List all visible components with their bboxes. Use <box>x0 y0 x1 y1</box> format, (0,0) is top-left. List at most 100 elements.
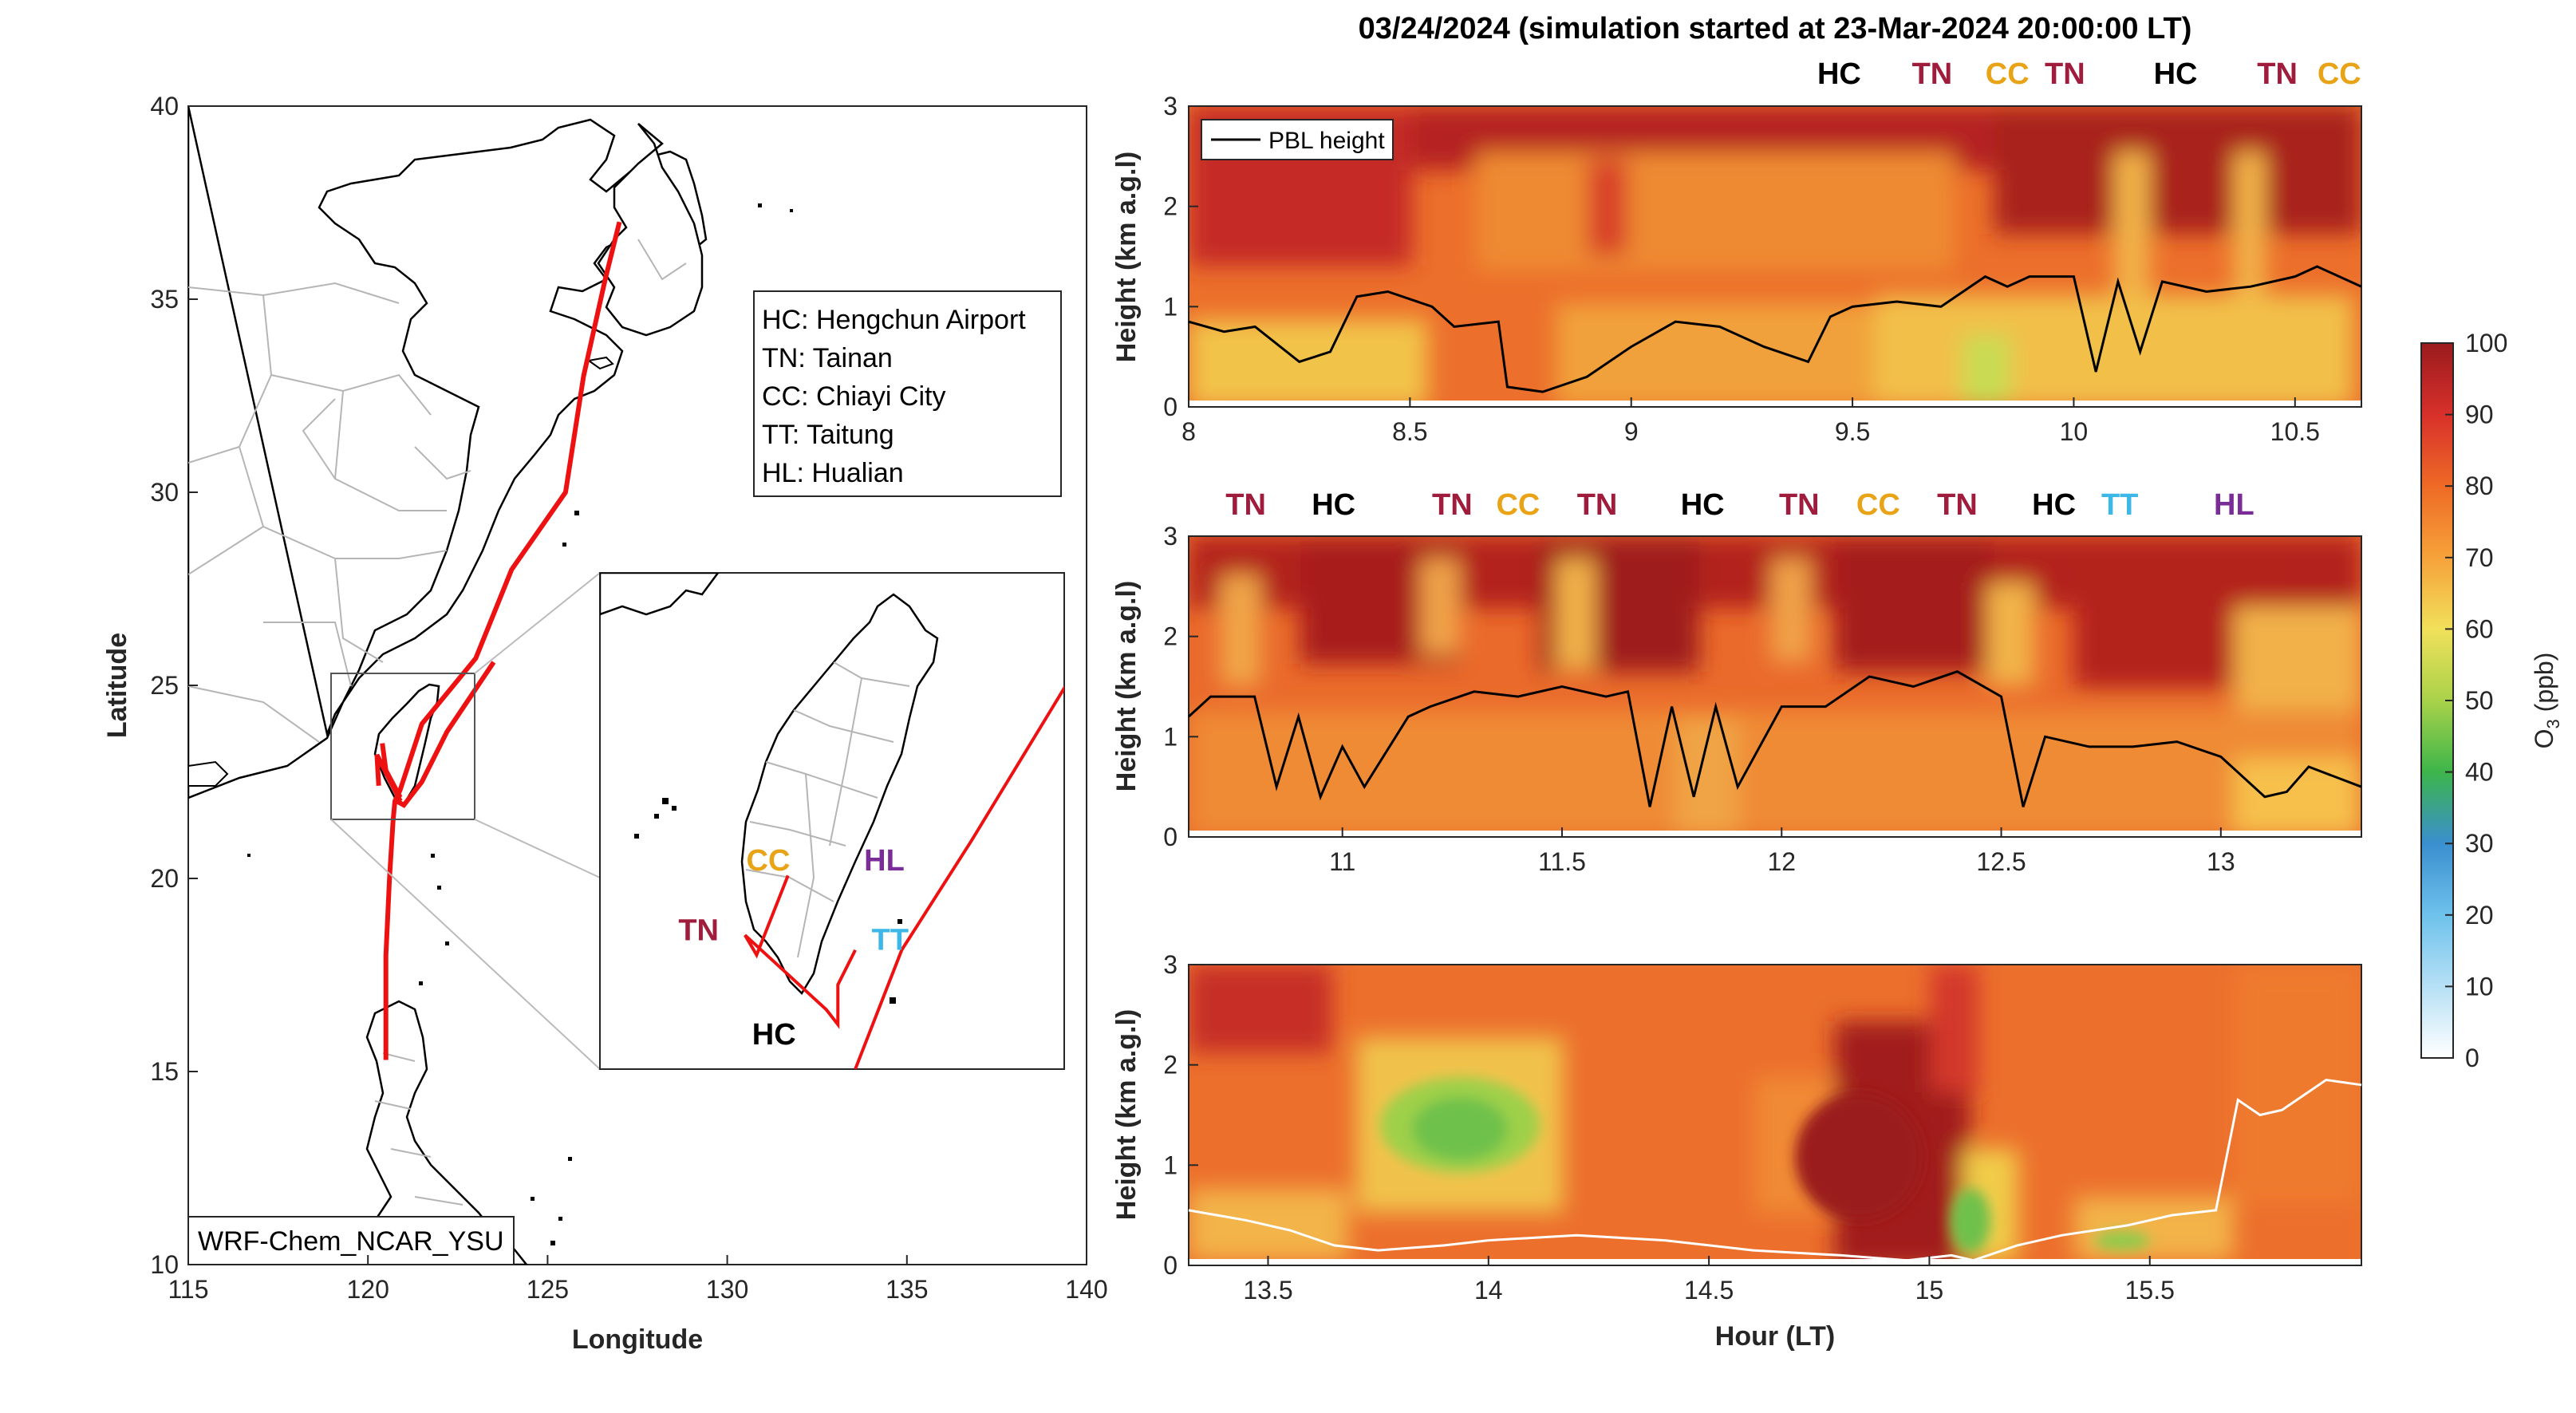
site-label-tn: TN <box>2045 57 2085 91</box>
korea-coast <box>597 123 704 337</box>
xtick-label: 11 <box>1329 847 1355 876</box>
ytick-label: 1 <box>1163 1151 1178 1179</box>
ytick-label: 0 <box>1163 1251 1178 1280</box>
inset-label-cc: CC <box>747 844 791 878</box>
figure-title: 03/24/2024 (simulation started at 23-Mar… <box>1359 12 2192 45</box>
site-label-tt: TT <box>2101 488 2138 522</box>
site-label-hc: HC <box>1681 488 1725 522</box>
colorbar-tick-label: 40 <box>2465 758 2494 787</box>
colorbar-tick-label: 100 <box>2465 329 2507 357</box>
inset-connector-bottom <box>330 819 601 1070</box>
ytick-label: 0 <box>1163 823 1178 851</box>
site-label-tn: TN <box>1937 488 1978 522</box>
ytick-label: 3 <box>1163 92 1178 120</box>
map-ytick-label: 35 <box>150 285 179 314</box>
site-label-tn: TN <box>1577 488 1618 522</box>
map-xlabel: Longitude <box>572 1324 703 1355</box>
map-ytick-label: 15 <box>150 1057 179 1086</box>
legend-hc: HC: Hengchun Airport <box>762 305 1026 335</box>
legend-hl: HL: Hualian <box>762 458 904 488</box>
xtick-label: 10.5 <box>2270 417 2320 446</box>
taiwan-inset: CC HL TN TT HC <box>599 572 1065 1070</box>
colorbar-tick-label: 80 <box>2465 472 2494 500</box>
ylabel-panel-2: Height (km a.g.l) <box>1111 581 1142 791</box>
colorbar-ticks: 0 10 20 30 40 50 60 70 80 90 100 <box>2445 329 2507 1072</box>
inset-connector-bottom2 <box>474 819 601 878</box>
xtick-label: 13.5 <box>1243 1276 1292 1304</box>
profile-panel-3: 13.5 14 14.5 15 15.5 0 1 2 3 Height (km a.g.l) H… <box>1111 950 2362 1352</box>
colorbar: 0 10 20 30 40 50 60 70 80 90 100 O3 (ppb) <box>2420 329 2563 1072</box>
legend-tn: TN: Tainan <box>762 343 893 373</box>
xtick-label: 12 <box>1767 847 1796 876</box>
inset-label-hc: HC <box>752 1018 796 1052</box>
ytick-label: 2 <box>1163 192 1178 221</box>
pbl-line-3 <box>1188 1078 2362 1262</box>
inset-label-tn: TN <box>678 914 719 947</box>
map-ytick-label: 40 <box>150 92 179 120</box>
pbl-legend: PBL height <box>1201 119 1394 160</box>
ytick-label: 3 <box>1163 522 1178 551</box>
site-label-tn: TN <box>1432 488 1473 522</box>
ylabel-panel-1: Height (km a.g.l) <box>1111 152 1142 362</box>
site-labels-panel-1: HC TN CC TN HC TN CC <box>1817 57 2361 91</box>
province-borders <box>188 239 687 743</box>
ylabel-panel-3: Height (km a.g.l) <box>1111 1009 1142 1220</box>
legend-tt: TT: Taitung <box>762 420 894 450</box>
inset-track-west <box>744 874 857 1029</box>
colorbar-tick-label: 90 <box>2465 401 2494 429</box>
map-xtick-label: 125 <box>527 1275 569 1304</box>
hainan-island <box>188 760 229 787</box>
colorbar-tick-label: 10 <box>2465 972 2494 1001</box>
ytick-label: 2 <box>1163 1051 1178 1079</box>
jeju-island <box>586 356 614 370</box>
site-label-cc: CC <box>1986 57 2030 91</box>
model-label-box <box>187 1216 515 1265</box>
xtick-label: 10 <box>2060 417 2089 446</box>
china-coast <box>188 106 708 799</box>
xtick-label: 8.5 <box>1392 417 1427 446</box>
colorbar-tick-label: 50 <box>2465 686 2494 715</box>
colorbar-tick-label: 0 <box>2465 1044 2479 1072</box>
map-land <box>188 106 793 1265</box>
pbl-line-2 <box>1187 670 2362 807</box>
site-label-tn: TN <box>1912 57 1953 91</box>
colorbar-tick-label: 30 <box>2465 829 2494 858</box>
site-label-hc: HC <box>2154 57 2198 91</box>
ytick-label: 2 <box>1163 622 1178 651</box>
colorbar-tick-label: 20 <box>2465 901 2494 930</box>
site-label-tn: TN <box>2257 57 2298 91</box>
site-label-hl: HL <box>2214 488 2254 522</box>
map-ticks: 115 120 125 130 135 140 10 15 20 25 30 35 40 <box>150 92 1107 1304</box>
inset-label-tt: TT <box>872 924 909 957</box>
map-xtick-label: 120 <box>347 1275 389 1304</box>
model-label: WRF-Chem_NCAR_YSU <box>198 1226 504 1257</box>
colorbar-label: O3 (ppb) <box>2530 653 2563 749</box>
inset-label-hl: HL <box>864 844 905 878</box>
xtick-label: 8 <box>1181 417 1196 446</box>
site-labels-panel-2: TN HC TN CC TN HC TN CC TN HC TT HL <box>1225 488 2254 522</box>
map-ytick-label: 25 <box>150 671 179 700</box>
legend-cc: CC: Chiayi City <box>762 381 945 412</box>
site-label-hc: HC <box>2032 488 2076 522</box>
map-xtick-label: 130 <box>706 1275 748 1304</box>
taiwan-track-segments <box>374 661 496 808</box>
map-xtick-label: 115 <box>168 1275 208 1304</box>
colorbar-tick-label: 60 <box>2465 614 2494 643</box>
map-ytick-label: 30 <box>150 478 179 507</box>
flight-track-taiwan <box>380 743 403 799</box>
map-xtick-label: 140 <box>1065 1275 1107 1304</box>
map-ytick-label: 20 <box>150 864 179 893</box>
map-ytick-label: 10 <box>150 1250 179 1279</box>
site-label-tn: TN <box>1779 488 1820 522</box>
inset-china-coast <box>600 573 720 616</box>
xtick-label: 14 <box>1474 1276 1503 1304</box>
xtick-label: 12.5 <box>1976 847 2026 876</box>
inset-locator-box <box>330 673 475 820</box>
pbl-line-1 <box>1188 265 2362 393</box>
ticks-panel-1: 8 8.5 9 9.5 10 10.5 0 1 2 3 <box>1163 92 2320 446</box>
inset-connector-top <box>474 572 601 674</box>
inset-site-labels: CC HL TN TT HC <box>678 844 909 1052</box>
